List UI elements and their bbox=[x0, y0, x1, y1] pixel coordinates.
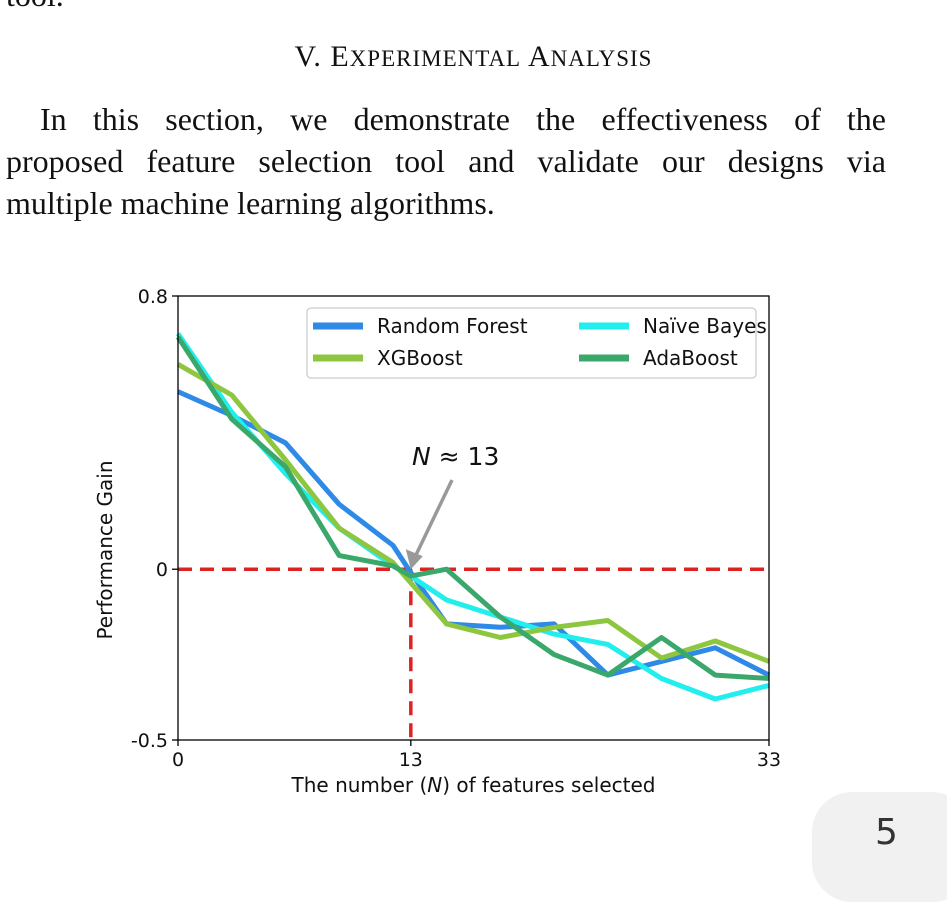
legend-entry: AdaBoost bbox=[643, 346, 738, 370]
annotation-label: N ≈ 13 bbox=[412, 442, 499, 471]
section-title: EXPERIMENTAL ANALYSIS bbox=[330, 40, 653, 73]
chart-legend: Random Forest Naïve Bayes XGBoost AdaBoost bbox=[306, 307, 767, 379]
x-tick-label: 0 bbox=[172, 749, 184, 771]
y-axis-label: Performance Gain bbox=[93, 460, 117, 639]
y-tick-label: 0 bbox=[156, 559, 168, 581]
series-line-naive-bayes bbox=[175, 332, 770, 702]
annotation-arrow-shaft bbox=[414, 479, 454, 556]
y-tick-label: 0.8 bbox=[138, 286, 168, 308]
series-line-adaboost bbox=[175, 335, 770, 681]
paragraph-line: proposed feature selection tool and vali… bbox=[6, 143, 886, 179]
y-tick-label: -0.5 bbox=[131, 730, 168, 752]
page-number: 5 bbox=[875, 812, 898, 853]
annotation-arrow-head bbox=[405, 549, 423, 570]
paragraph-line: multiple machine learning algorithms. bbox=[6, 185, 495, 221]
plot-frame bbox=[177, 295, 770, 741]
x-tick-label: 33 bbox=[757, 749, 781, 771]
paragraph-line: In this section, we demonstrate the effe… bbox=[40, 101, 886, 137]
legend-entry: Naïve Bayes bbox=[643, 314, 767, 338]
section-numeral: V. bbox=[294, 40, 322, 73]
x-axis-label: The number (N) of features selected bbox=[291, 773, 656, 797]
section-heading: V. EXPERIMENTAL ANALYSIS bbox=[0, 40, 947, 74]
previous-text-fragment: tool. bbox=[6, 0, 64, 12]
legend-entry: Random Forest bbox=[377, 314, 528, 338]
series-line-xgboost bbox=[176, 362, 770, 664]
body-paragraph: In this section, we demonstrate the effe… bbox=[6, 98, 886, 224]
legend-entry: XGBoost bbox=[377, 346, 463, 370]
x-tick-label: 13 bbox=[399, 749, 423, 771]
legend-box bbox=[306, 307, 757, 379]
